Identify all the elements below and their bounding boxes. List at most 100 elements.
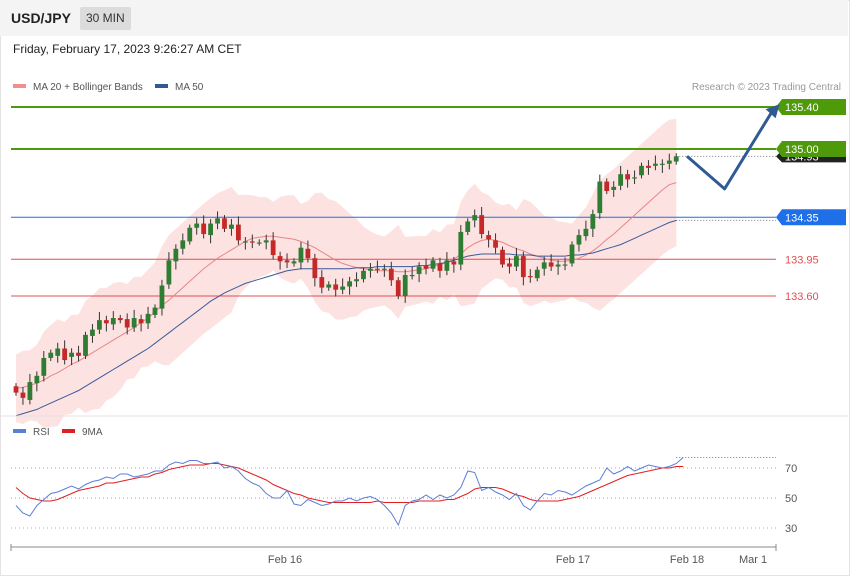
- candle: [41, 351, 47, 382]
- candle-body: [55, 348, 61, 356]
- candle: [13, 383, 19, 396]
- ma9-legend-label: 9MA: [82, 427, 103, 438]
- forecast-arrow: [686, 111, 773, 191]
- candle-body: [305, 248, 311, 259]
- candle: [55, 342, 61, 363]
- candle: [395, 277, 401, 300]
- candle-body: [326, 284, 332, 288]
- chart-datetime: Friday, February 17, 2023 9:26:27 AM CET: [13, 42, 242, 56]
- candle: [527, 269, 533, 283]
- candle: [242, 236, 248, 250]
- candle: [625, 169, 630, 188]
- candle: [423, 258, 429, 275]
- candle: [562, 257, 568, 271]
- candle-body: [20, 392, 26, 398]
- candle: [472, 209, 478, 228]
- candle-body: [541, 262, 547, 269]
- candle-body: [236, 224, 241, 241]
- candle-body: [430, 260, 436, 269]
- timeframe-button[interactable]: 30 MIN: [80, 7, 131, 30]
- candle: [256, 239, 262, 246]
- candle: [326, 281, 332, 291]
- candle: [222, 215, 227, 232]
- x-tick-label: Feb 17: [556, 554, 590, 566]
- candle: [187, 224, 193, 245]
- ma20-legend-swatch: [13, 84, 26, 88]
- candle-body: [270, 240, 276, 256]
- candle-body: [138, 319, 144, 324]
- rsi-tick-30: 30: [785, 523, 797, 535]
- candle-body: [611, 186, 617, 190]
- candle-body: [653, 163, 658, 166]
- candle-body: [208, 223, 213, 236]
- forecast-arrowhead: [765, 104, 780, 119]
- ma20-line: [15, 182, 677, 389]
- candle-body: [194, 223, 200, 228]
- candle: [514, 247, 519, 272]
- candle-body: [625, 174, 630, 180]
- candle: [69, 348, 74, 366]
- rsi-plot: 70 50 30: [11, 457, 797, 535]
- candle-body: [249, 241, 255, 243]
- rsi-tick-50: 50: [785, 493, 797, 505]
- candle: [409, 266, 415, 280]
- rsi-legend-swatch: [13, 429, 26, 433]
- candle-body: [256, 242, 262, 244]
- candle: [291, 258, 297, 267]
- candle: [180, 233, 186, 255]
- candle-body: [583, 228, 589, 237]
- candle-body: [590, 214, 596, 229]
- candle-body: [562, 264, 568, 266]
- candle: [444, 252, 450, 276]
- candle-body: [618, 174, 624, 186]
- candle-body: [97, 320, 102, 330]
- candle-body: [229, 224, 234, 229]
- candle: [375, 260, 380, 274]
- candle-body: [201, 223, 207, 235]
- candle: [215, 211, 220, 230]
- bollinger-bands: [16, 118, 677, 429]
- candle: [236, 216, 241, 245]
- candle-body: [277, 256, 283, 262]
- candle: [103, 315, 109, 332]
- credit-text: Research © 2023 Trading Central: [692, 82, 841, 93]
- candle-body: [666, 160, 672, 164]
- candle-body: [333, 284, 339, 290]
- candle: [62, 340, 68, 365]
- candle: [270, 232, 276, 260]
- candle: [416, 262, 422, 283]
- candle-body: [569, 244, 575, 264]
- candle: [347, 276, 352, 295]
- level-tag-label-135.00: 135.00: [785, 144, 819, 156]
- candle-body: [347, 281, 352, 287]
- candle: [555, 260, 561, 275]
- candle: [569, 241, 575, 267]
- candle: [90, 323, 95, 343]
- candle-body: [444, 260, 450, 271]
- candle-body: [416, 266, 422, 274]
- candle: [354, 272, 359, 287]
- candle-body: [83, 334, 88, 356]
- candle-body: [103, 320, 109, 324]
- ma50-line: [15, 219, 677, 417]
- header-bar: USD/JPY 30 MIN: [0, 0, 848, 36]
- candle-body: [48, 352, 54, 358]
- candle-body: [34, 375, 40, 384]
- candle-body: [27, 382, 33, 400]
- candle: [27, 373, 33, 405]
- candle-body: [110, 318, 116, 325]
- candle: [312, 253, 318, 287]
- candle: [465, 218, 471, 236]
- candle: [277, 251, 283, 270]
- candle-body: [298, 247, 304, 263]
- candle-body: [451, 261, 457, 265]
- level-tag-135.00: [776, 141, 846, 157]
- candle-body: [117, 318, 123, 321]
- rsi-legend-label: RSI: [33, 427, 50, 438]
- candle-body: [354, 279, 359, 282]
- candle-body: [159, 285, 165, 309]
- ma50-legend-swatch: [155, 84, 168, 88]
- candle-body: [13, 386, 19, 393]
- candle-body: [507, 263, 512, 267]
